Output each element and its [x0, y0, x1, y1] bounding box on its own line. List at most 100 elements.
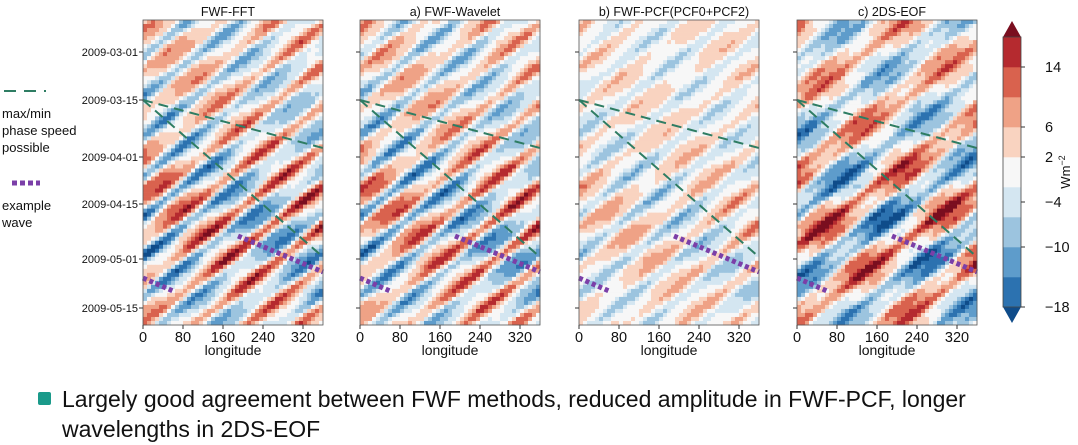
heatmap-cell: [528, 104, 533, 109]
heatmap-cell: [520, 36, 525, 41]
heatmap-cell: [163, 252, 168, 258]
heatmap-cell: [279, 276, 284, 282]
heatmap-cell: [476, 20, 481, 25]
heatmap-cell: [444, 28, 449, 33]
heatmap-cell: [227, 240, 232, 246]
heatmap-cell: [376, 44, 381, 49]
heatmap-cell: [223, 312, 228, 318]
heatmap-cell: [243, 48, 248, 53]
heatmap-cell: [179, 100, 184, 105]
heatmap-cell: [203, 308, 208, 314]
heatmap-cell: [191, 128, 196, 133]
heatmap-cell: [536, 32, 541, 37]
heatmap-cell: [428, 112, 433, 117]
heatmap-cell: [380, 112, 385, 117]
heatmap-cell: [472, 112, 477, 117]
heatmap-cell: [440, 96, 445, 101]
heatmap-cell: [275, 248, 280, 254]
heatmap-cell: [143, 228, 148, 234]
heatmap-cell: [179, 228, 184, 234]
heatmap-cell: [143, 76, 148, 81]
heatmap-cell: [452, 108, 457, 113]
heatmap-cell: [420, 44, 425, 49]
heatmap-cell: [464, 72, 469, 77]
heatmap-cell: [291, 28, 296, 33]
heatmap-cell: [227, 236, 232, 242]
heatmap-cell: [528, 60, 533, 65]
heatmap-cell: [203, 132, 208, 137]
heatmap-cell: [448, 140, 453, 145]
heatmap-cell: [251, 76, 256, 81]
heatmap-cell: [440, 72, 445, 77]
heatmap-cell: [187, 172, 192, 177]
heatmap-cell: [243, 68, 248, 73]
heatmap-cell: [235, 232, 240, 238]
heatmap-cell: [508, 20, 513, 25]
heatmap-cell: [480, 152, 485, 157]
heatmap-cell: [283, 216, 288, 221]
heatmap-cell: [416, 72, 421, 77]
heatmap-cell: [155, 156, 160, 161]
heatmap-cell: [171, 52, 176, 57]
heatmap-cell: [400, 44, 405, 49]
heatmap-cell: [263, 192, 268, 197]
heatmap-cell: [243, 244, 248, 250]
heatmap-cell: [319, 252, 324, 258]
heatmap-cell: [392, 76, 397, 81]
heatmap-cell: [500, 60, 505, 65]
heatmap-cell: [183, 288, 188, 294]
heatmap-cell: [364, 36, 369, 41]
heatmap-cell: [295, 196, 300, 201]
heatmap-cell: [227, 84, 232, 89]
heatmap-cell: [239, 240, 244, 246]
heatmap-cell: [147, 152, 152, 157]
heatmap-cell: [508, 152, 513, 157]
heatmap-cell: [380, 56, 385, 61]
heatmap-cell: [203, 264, 208, 270]
heatmap-cell: [239, 248, 244, 254]
heatmap-cell: [464, 136, 469, 141]
heatmap-cell: [372, 120, 377, 125]
heatmap-cell: [163, 300, 168, 306]
heatmap-cell: [259, 304, 264, 310]
heatmap-cell: [412, 136, 417, 141]
heatmap-cell: [187, 116, 192, 121]
heatmap-cell: [428, 64, 433, 69]
heatmap-cell: [227, 284, 232, 290]
heatmap-cell: [183, 260, 188, 266]
heatmap-cell: [311, 280, 316, 286]
heatmap-cell: [255, 236, 260, 242]
heatmap-cell: [436, 112, 441, 117]
heatmap-cell: [464, 48, 469, 53]
heatmap-cell: [424, 72, 429, 77]
heatmap-cell: [315, 160, 320, 165]
heatmap-cell: [199, 240, 204, 246]
heatmap-cell: [396, 136, 401, 141]
heatmap-cell: [291, 168, 296, 173]
heatmap-cell: [163, 44, 168, 49]
heatmap-cell: [251, 104, 256, 109]
heatmap-cell: [448, 76, 453, 81]
heatmap-cell: [315, 284, 320, 290]
heatmap-cell: [468, 112, 473, 117]
heatmap-cell: [291, 232, 296, 238]
heatmap-cell: [436, 92, 441, 97]
heatmap-cell: [235, 36, 240, 41]
heatmap-cell: [215, 304, 220, 310]
heatmap-cell: [239, 160, 244, 165]
heatmap-cell: [223, 212, 228, 217]
heatmap-cell: [416, 24, 421, 29]
heatmap-cell: [267, 188, 272, 193]
heatmap-cell: [219, 280, 224, 286]
heatmap-cell: [239, 80, 244, 85]
heatmap-cell: [392, 52, 397, 57]
heatmap-cell: [364, 24, 369, 29]
heatmap-cell: [436, 80, 441, 85]
heatmap-cell: [480, 84, 485, 89]
heatmap-cell: [279, 76, 284, 81]
heatmap-cell: [364, 116, 369, 121]
heatmap-cell: [195, 216, 200, 221]
heatmap-cell: [496, 124, 501, 129]
heatmap-cell: [283, 120, 288, 125]
heatmap-cell: [291, 116, 296, 121]
